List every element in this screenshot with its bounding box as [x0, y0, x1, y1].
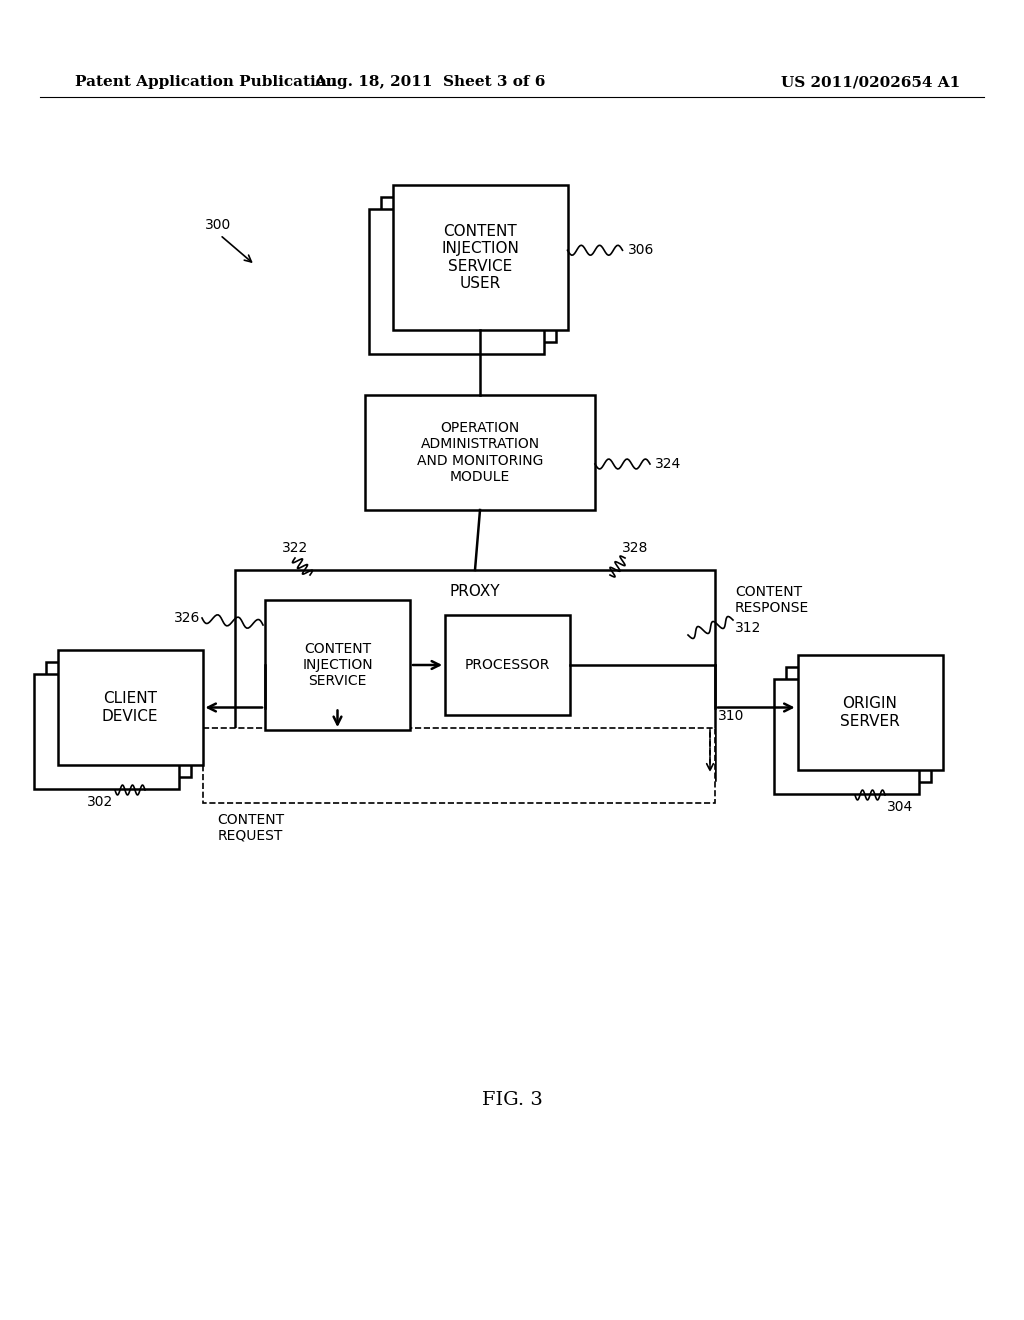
Text: 328: 328 [622, 541, 648, 554]
Text: 306: 306 [628, 243, 654, 257]
Text: PROCESSOR: PROCESSOR [465, 657, 550, 672]
Text: 304: 304 [887, 800, 913, 814]
Text: OPERATION
ADMINISTRATION
AND MONITORING
MODULE: OPERATION ADMINISTRATION AND MONITORING … [417, 421, 543, 484]
Bar [34, 675, 178, 789]
Text: 300: 300 [205, 218, 231, 232]
Bar [203, 727, 715, 803]
Text: CONTENT
RESPONSE: CONTENT RESPONSE [735, 585, 809, 615]
Text: PROXY: PROXY [450, 585, 501, 599]
Text: Aug. 18, 2011  Sheet 3 of 6: Aug. 18, 2011 Sheet 3 of 6 [314, 75, 546, 88]
Text: CLIENT
DEVICE: CLIENT DEVICE [101, 692, 159, 723]
Text: CONTENT
INJECTION
SERVICE
USER: CONTENT INJECTION SERVICE USER [441, 224, 519, 292]
Text: 324: 324 [655, 457, 681, 471]
Bar [265, 601, 410, 730]
Bar [381, 197, 555, 342]
Bar [445, 615, 570, 715]
Bar [57, 649, 203, 766]
Bar [773, 678, 919, 795]
Bar [234, 570, 715, 780]
Bar [365, 395, 595, 510]
Bar [785, 667, 931, 781]
Bar [45, 663, 190, 777]
Text: US 2011/0202654 A1: US 2011/0202654 A1 [780, 75, 961, 88]
Text: CONTENT
REQUEST: CONTENT REQUEST [217, 813, 285, 842]
Bar [369, 209, 544, 354]
Bar [392, 185, 567, 330]
Bar [798, 655, 942, 770]
Text: CONTENT
INJECTION
SERVICE: CONTENT INJECTION SERVICE [302, 642, 373, 688]
Text: FIG. 3: FIG. 3 [481, 1092, 543, 1109]
Text: 326: 326 [174, 611, 200, 624]
Text: 312: 312 [735, 620, 762, 635]
Text: Patent Application Publication: Patent Application Publication [75, 75, 337, 88]
Text: ORIGIN
SERVER: ORIGIN SERVER [840, 697, 900, 729]
Text: 322: 322 [282, 541, 308, 554]
Text: 310: 310 [718, 709, 744, 722]
Text: 302: 302 [87, 795, 113, 809]
